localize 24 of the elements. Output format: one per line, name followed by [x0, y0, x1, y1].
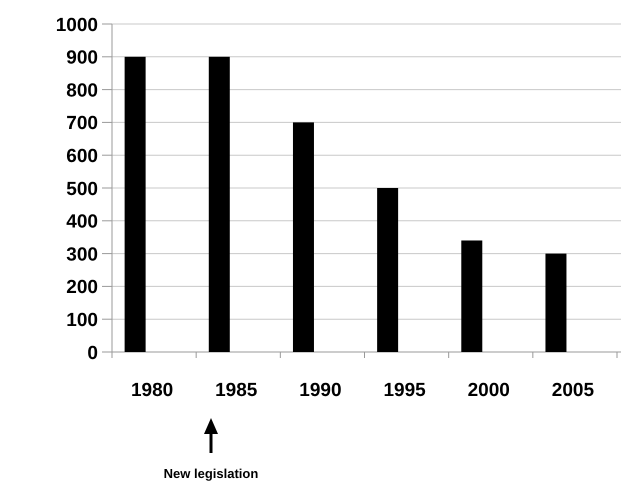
y-tick-label: 200 — [66, 277, 98, 298]
bar — [545, 254, 566, 352]
y-tick-label: 600 — [66, 146, 98, 168]
x-tick-label: 1995 — [383, 380, 426, 401]
y-tick-label: 700 — [66, 113, 98, 134]
bar — [292, 122, 314, 352]
text: New legislation — [164, 466, 258, 481]
y-tick-label: 300 — [66, 244, 98, 266]
y-tick-label: 0 — [87, 342, 98, 364]
x-tick-label: 1980 — [130, 380, 174, 401]
y-tick-label: 100 — [66, 310, 98, 332]
bar — [208, 56, 230, 352]
y-tick-label: 900 — [66, 48, 98, 69]
x-tick-label: 1990 — [299, 380, 342, 401]
x-tick-label: 1985 — [215, 380, 258, 401]
bar — [124, 56, 146, 352]
y-tick-label: 1000 — [56, 14, 98, 36]
bar — [377, 188, 398, 352]
bar — [461, 240, 482, 352]
y-tick-label: 800 — [66, 80, 98, 102]
y-tick-label: 400 — [66, 212, 98, 233]
y-tick-label: 500 — [66, 178, 98, 200]
x-tick-label: 2005 — [552, 380, 594, 401]
x-tick-label: 2000 — [468, 380, 510, 401]
